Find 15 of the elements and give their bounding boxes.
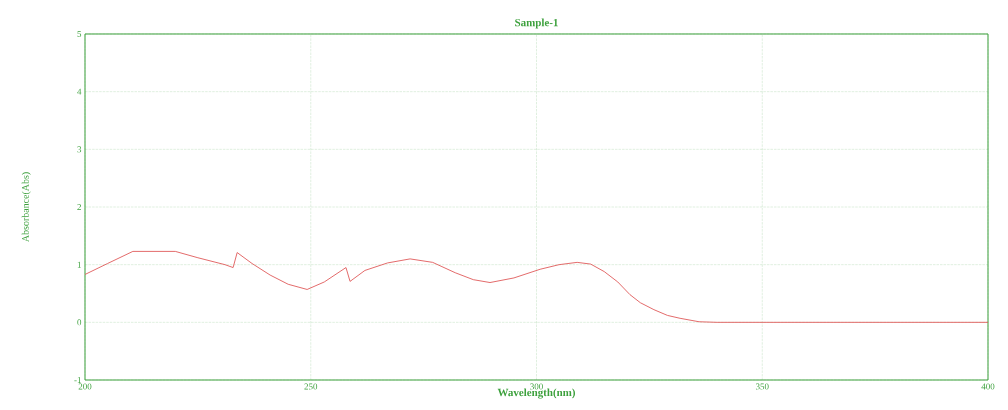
y-tick-label: -1 bbox=[74, 377, 81, 383]
y-tick-label: 3 bbox=[77, 146, 82, 153]
x-tick-label: 350 bbox=[755, 383, 769, 390]
y-tick-label: 1 bbox=[77, 261, 81, 268]
x-axis-title: Wavelength(nm) bbox=[497, 388, 575, 399]
x-tick-label: 300 bbox=[530, 383, 543, 390]
y-tick-label: 0 bbox=[77, 319, 82, 326]
x-tick-label: 400 bbox=[981, 383, 995, 390]
x-tick-label: 200 bbox=[78, 383, 92, 390]
y-tick-label: 2 bbox=[77, 204, 81, 210]
y-tick-label: 4 bbox=[77, 88, 82, 95]
chart-title: Sample-1 bbox=[515, 18, 558, 29]
x-tick-label: 250 bbox=[304, 383, 318, 390]
y-axis-title: Absorbance(Abs) bbox=[21, 172, 31, 243]
y-tick-label: 5 bbox=[77, 31, 82, 37]
